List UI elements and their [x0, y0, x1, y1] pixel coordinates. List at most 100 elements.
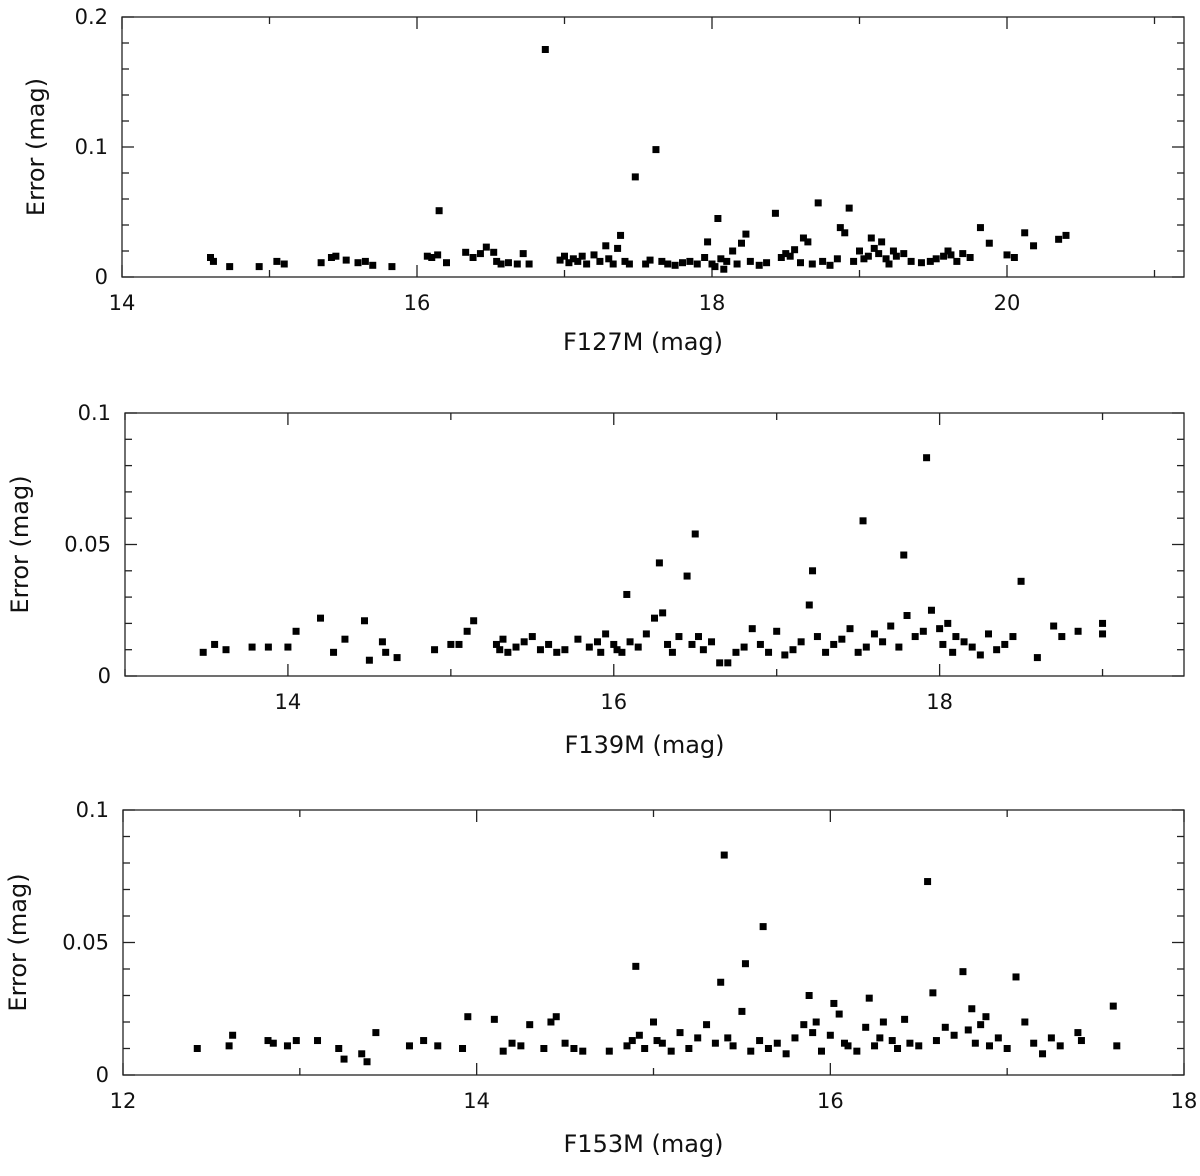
data-point	[653, 1037, 661, 1045]
data-point	[854, 648, 862, 656]
data-point	[625, 260, 633, 268]
data-point	[895, 643, 903, 651]
data-point	[623, 1042, 631, 1050]
data-point	[740, 643, 748, 651]
data-point	[393, 654, 401, 662]
data-point	[284, 643, 292, 651]
data-point	[634, 643, 642, 651]
data-point	[856, 247, 863, 255]
data-point	[699, 646, 707, 654]
data-point	[517, 1042, 525, 1050]
data-point	[985, 239, 993, 247]
data-point	[490, 248, 498, 256]
data-point	[717, 255, 725, 263]
data-point	[923, 454, 931, 462]
data-point	[701, 254, 709, 261]
data-point	[676, 1029, 684, 1037]
data-point	[683, 572, 691, 580]
data-point	[292, 627, 300, 635]
data-point	[1012, 973, 1020, 981]
data-point	[966, 254, 974, 261]
data-point	[570, 1045, 578, 1052]
data-point	[879, 1018, 887, 1026]
data-point	[826, 261, 834, 269]
data-point	[658, 1039, 666, 1047]
data-point	[833, 255, 841, 263]
data-point	[561, 646, 569, 654]
data-point	[944, 619, 952, 627]
data-point	[1113, 1042, 1121, 1050]
data-point	[492, 640, 500, 648]
data-point	[292, 1037, 300, 1045]
data-point	[579, 1047, 587, 1055]
data-point	[504, 648, 512, 656]
y-tick-label: 0	[98, 664, 111, 688]
data-point	[870, 630, 878, 638]
data-point	[976, 224, 984, 232]
data-point	[574, 257, 582, 265]
data-point	[255, 263, 263, 271]
data-point	[207, 254, 214, 261]
data-point	[919, 627, 927, 635]
data-point	[1039, 1050, 1047, 1058]
data-point	[596, 257, 604, 265]
data-point	[720, 851, 728, 859]
data-point	[984, 630, 992, 638]
data-point	[330, 648, 338, 656]
data-point	[941, 1023, 949, 1031]
data-point	[1033, 654, 1041, 662]
data-point	[1099, 630, 1107, 638]
data-point	[704, 238, 712, 246]
data-point	[269, 1039, 277, 1047]
data-point	[597, 648, 605, 656]
data-point	[646, 256, 654, 264]
data-point	[711, 263, 719, 271]
data-point	[602, 630, 610, 638]
data-point	[862, 1023, 870, 1031]
data-point	[578, 252, 586, 260]
data-point	[435, 207, 443, 215]
data-point	[765, 648, 773, 656]
data-point	[878, 238, 886, 246]
panel-f139m: 14 16 18 0 0.05 0.1 F139M (mag) Error (mag)	[6, 401, 1185, 759]
data-point	[556, 256, 564, 264]
data-point	[953, 257, 961, 265]
x-tick-label: 16	[404, 291, 431, 315]
data-point	[808, 260, 816, 268]
data-point	[354, 259, 362, 267]
data-point	[907, 257, 915, 265]
data-point	[950, 1031, 958, 1039]
data-point	[959, 250, 967, 258]
data-point	[932, 255, 940, 263]
data-point	[211, 640, 219, 648]
x-tick-label: 14	[463, 1089, 490, 1113]
data-point	[947, 251, 955, 259]
data-point	[1062, 231, 1070, 239]
data-point	[372, 1029, 380, 1037]
data-point	[464, 1013, 472, 1021]
data-point	[708, 638, 716, 646]
data-point	[892, 252, 900, 260]
data-point	[222, 646, 230, 654]
data-point	[264, 643, 272, 651]
data-point	[1050, 622, 1058, 630]
y-tick-label: 0.1	[76, 798, 109, 822]
data-point	[982, 1013, 990, 1021]
data-point	[691, 530, 699, 538]
data-point	[738, 1007, 746, 1015]
data-point	[971, 1039, 979, 1047]
data-point	[900, 551, 908, 559]
data-point	[777, 254, 785, 261]
data-point	[994, 1034, 1002, 1042]
data-point	[434, 251, 442, 259]
data-point	[835, 1010, 843, 1018]
y-axis-title: Error (mag)	[6, 475, 34, 613]
data-point	[447, 640, 455, 648]
data-point	[434, 1042, 442, 1050]
data-point	[862, 643, 870, 651]
data-point	[508, 1039, 516, 1047]
data-point	[226, 263, 234, 271]
data-point	[341, 635, 349, 643]
data-point	[462, 248, 470, 256]
